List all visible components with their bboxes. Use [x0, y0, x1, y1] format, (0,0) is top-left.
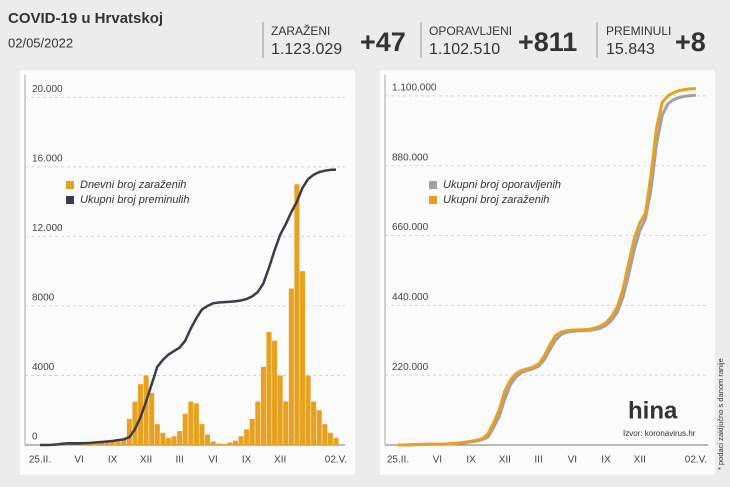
legend-label: Ukupni broj preminulih — [80, 194, 189, 206]
x-tick-label: XII — [499, 455, 511, 466]
bar — [316, 410, 322, 445]
bar — [104, 440, 110, 445]
bar — [149, 392, 155, 445]
bar — [154, 424, 160, 445]
x-tick-label: IX — [466, 455, 476, 466]
bar — [132, 401, 138, 445]
bar — [165, 438, 171, 445]
x-tick-label: IX — [108, 455, 118, 466]
y-tick-label: 8000 — [32, 293, 55, 304]
x-tick-label: XII — [140, 455, 152, 466]
bar — [333, 438, 339, 445]
x-tick-label: 25.II. — [387, 455, 409, 466]
x-tick-label: VI — [74, 455, 83, 466]
bar — [115, 441, 121, 445]
stat-value: 1.123.029 — [271, 41, 342, 58]
legend-swatch — [429, 196, 437, 204]
bar — [266, 332, 272, 445]
y-tick-label: 12.000 — [32, 223, 63, 234]
bar — [255, 401, 261, 445]
stat-change: +47 — [360, 27, 406, 57]
bar — [199, 424, 205, 445]
stat-change: +811 — [518, 27, 577, 57]
y-tick-label: 660.000 — [392, 222, 429, 233]
x-tick-label: IX — [242, 455, 252, 466]
logo: hina — [628, 397, 678, 424]
bar — [283, 401, 289, 445]
bar — [272, 340, 278, 445]
bar — [82, 443, 88, 445]
title: COVID-19 u Hrvatskoj — [8, 10, 163, 27]
stat-label: PREMINULI — [606, 24, 671, 38]
bar — [322, 424, 328, 445]
legend-swatch — [66, 196, 74, 204]
bar — [126, 418, 132, 445]
x-tick-label: VI — [433, 455, 442, 466]
x-tick-label: IX — [601, 455, 611, 466]
bar — [299, 271, 306, 445]
y-tick-label: 440.000 — [392, 292, 429, 303]
bar — [249, 418, 255, 445]
bar — [327, 432, 333, 445]
bar — [205, 434, 211, 445]
y-tick-label: 20.000 — [32, 84, 63, 95]
x-tick-label: III — [534, 455, 542, 466]
x-tick-label: VI — [208, 455, 217, 466]
x-tick-label: XII — [274, 455, 286, 466]
x-tick-label: 02.V. — [685, 455, 707, 466]
y-tick-label: 1.100.000 — [392, 83, 437, 94]
bar — [93, 443, 99, 445]
legend-swatch — [429, 181, 437, 189]
legend-swatch — [66, 181, 74, 189]
bar — [171, 436, 177, 445]
stat-label: ZARAŽENI — [271, 23, 330, 38]
bar — [177, 431, 183, 445]
legend-label: Ukupni broj zaraženih — [443, 194, 549, 206]
bar — [121, 438, 127, 445]
footnote: * podaci zaključno s danom ranije — [716, 358, 725, 470]
bar — [98, 442, 104, 445]
stat-change: +8 — [675, 27, 706, 57]
bar — [227, 442, 233, 445]
bar — [182, 413, 188, 445]
bar — [294, 184, 300, 446]
line — [40, 168, 337, 447]
bar — [305, 375, 311, 445]
bar — [210, 441, 216, 445]
bar — [311, 401, 317, 445]
x-tick-label: XII — [634, 455, 646, 466]
bar — [160, 432, 166, 445]
x-tick-label: III — [175, 455, 183, 466]
bar — [188, 401, 194, 445]
y-tick-label: 220.000 — [392, 362, 429, 373]
bar — [277, 375, 283, 445]
legend-label: Dnevni broj zaraženih — [80, 179, 186, 191]
legend-label: Ukupni broj oporavljenih — [443, 179, 561, 191]
x-tick-label: VI — [568, 455, 577, 466]
source: Izvor: koronavirus.hr — [623, 429, 696, 438]
stat-value: 15.843 — [606, 41, 655, 58]
stat-value: 1.102.510 — [429, 41, 500, 58]
y-tick-label: 0 — [32, 432, 38, 443]
date: 02/05/2022 — [8, 35, 73, 50]
line — [398, 87, 697, 447]
x-tick-label: 02.V. — [325, 455, 347, 466]
bar — [260, 366, 266, 445]
y-tick-label: 16.000 — [32, 154, 63, 165]
bar — [221, 443, 227, 445]
stat-label: OPORAVLJENI — [429, 24, 512, 38]
y-tick-label: 880.000 — [392, 152, 429, 163]
bar — [143, 375, 149, 445]
y-tick-label: 4000 — [32, 362, 55, 373]
bar — [238, 436, 244, 445]
bar — [110, 440, 116, 445]
bar — [288, 288, 294, 445]
bar — [216, 443, 222, 445]
bar — [232, 440, 238, 445]
bar — [193, 403, 199, 445]
bar — [244, 429, 250, 445]
x-tick-label: 25.II. — [29, 455, 51, 466]
